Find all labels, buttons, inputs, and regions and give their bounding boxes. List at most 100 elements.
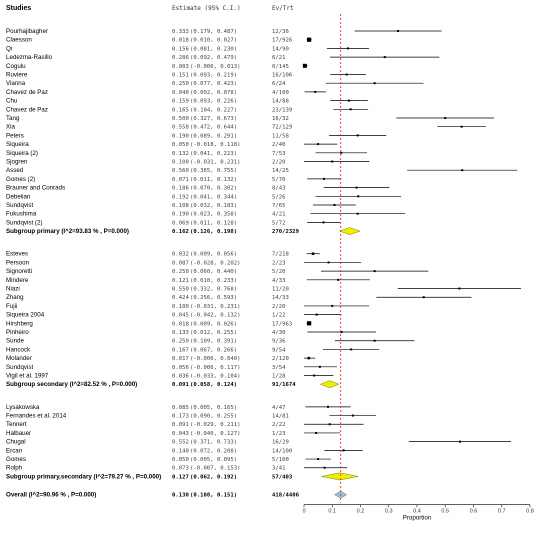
study-row-g0-7-estimate: 0.040 bbox=[172, 90, 189, 96]
study-row-g1-13-ci: (-0.006, 0.117) bbox=[190, 365, 241, 371]
subgroup-summary-2-label: Subgroup primary,secondary (I^2=79.27 % … bbox=[6, 473, 161, 480]
study-row-g0-5-estimate: 0.151 bbox=[172, 73, 189, 79]
study-row-g1-10-ci: (0.109, 0.391) bbox=[190, 339, 237, 345]
study-row-g0-12-evtrt: 11/58 bbox=[272, 133, 289, 139]
x-tick-label: 0.4 bbox=[413, 509, 421, 515]
study-row-g2-7-point bbox=[323, 466, 326, 469]
study-row-g0-20-evtrt: 7/65 bbox=[272, 203, 285, 209]
study-row-g1-11-evtrt: 9/54 bbox=[272, 347, 286, 353]
study-row-g1-5-estimate: 0.424 bbox=[172, 295, 189, 301]
study-row-g2-6-ci: (0.005, 0.095) bbox=[190, 457, 237, 463]
study-row-g0-6-label: Vianna bbox=[6, 80, 26, 87]
study-row-g2-0-point bbox=[327, 405, 330, 408]
study-row-g0-1-evtrt: 17/926 bbox=[272, 38, 292, 44]
study-row-g1-2-point bbox=[373, 270, 376, 273]
study-row-g2-7-estimate: 0.073 bbox=[172, 466, 189, 472]
study-row-g1-6-label: Fujii bbox=[6, 303, 17, 310]
study-row-g0-7-label: Chavez de Paz bbox=[6, 89, 48, 96]
study-row-g0-15-ci: (-0.031, 0.231) bbox=[190, 160, 241, 166]
study-row-g1-12-ci: (-0.006, 0.040) bbox=[190, 356, 241, 362]
study-row-g1-14-estimate: 0.036 bbox=[172, 374, 189, 380]
study-row-g1-3-estimate: 0.121 bbox=[172, 278, 189, 284]
study-row-g0-0-estimate: 0.333 bbox=[172, 29, 189, 35]
study-row-g0-0-evtrt: 12/36 bbox=[272, 29, 289, 35]
study-row-g0-8-estimate: 0.159 bbox=[172, 99, 189, 105]
study-row-g0-22-ci: (0.011, 0.128) bbox=[190, 220, 237, 226]
study-row-g2-2-label: Tennert bbox=[6, 421, 27, 428]
study-row-g0-11-evtrt: 72/129 bbox=[272, 125, 292, 131]
study-row-g1-6-evtrt: 2/20 bbox=[272, 304, 285, 310]
study-row-g0-6-evtrt: 6/24 bbox=[272, 81, 286, 87]
study-row-g0-8-ci: (0.093, 0.226) bbox=[190, 99, 237, 105]
study-row-g1-14-point bbox=[313, 374, 316, 377]
study-row-g1-4-evtrt: 11/20 bbox=[272, 287, 289, 293]
study-row-g0-13-point bbox=[317, 143, 320, 146]
study-row-g1-11-estimate: 0.167 bbox=[172, 347, 189, 353]
study-row-g0-13-label: Siqueira bbox=[6, 141, 29, 148]
study-row-g2-1-point bbox=[351, 414, 354, 417]
study-row-g2-3-estimate: 0.043 bbox=[172, 431, 189, 437]
study-row-g2-7-label: Rolph bbox=[6, 465, 23, 472]
study-row-g0-20-label: Sundqvist bbox=[6, 202, 33, 209]
study-row-g0-17-ci: (0.011, 0.132) bbox=[190, 177, 237, 183]
study-row-g0-12-label: Peters bbox=[6, 132, 24, 139]
study-row-g0-14-ci: (0.041, 0.223) bbox=[190, 151, 237, 157]
study-row-g1-8-ci: (0.009, 0.026) bbox=[190, 321, 237, 327]
study-row-g1-4-label: Niazi bbox=[6, 286, 20, 293]
study-row-g0-16-estimate: 0.560 bbox=[172, 168, 189, 174]
study-row-g1-1-ci: (-0.028, 0.202) bbox=[190, 260, 241, 266]
study-row-g1-4-estimate: 0.550 bbox=[172, 287, 189, 293]
study-row-g0-1-label: Claesson bbox=[6, 37, 32, 44]
study-row-g0-17-estimate: 0.071 bbox=[172, 177, 189, 183]
study-row-g1-6-point bbox=[331, 304, 334, 307]
study-row-g1-2-ci: (0.060, 0.440) bbox=[190, 269, 237, 275]
study-row-g0-6-estimate: 0.250 bbox=[172, 81, 189, 87]
study-row-g2-6-label: Gomes bbox=[6, 456, 26, 463]
study-row-g2-5-evtrt: 14/100 bbox=[272, 448, 292, 454]
x-tick-label: 0.6 bbox=[470, 509, 478, 515]
study-row-g0-3-ci: (0.092, 0.479) bbox=[190, 55, 237, 61]
study-row-g1-0-label: Esteves bbox=[6, 251, 28, 258]
study-row-g1-9-ci: (0.012, 0.255) bbox=[190, 330, 237, 336]
study-row-g0-18-ci: (0.070, 0.302) bbox=[190, 186, 237, 192]
study-row-g2-5-ci: (0.072, 0.208) bbox=[190, 448, 237, 454]
study-row-g2-4-estimate: 0.552 bbox=[172, 440, 189, 446]
study-row-g0-16-ci: (0.365, 0.755) bbox=[190, 168, 237, 174]
study-row-g1-8-estimate: 0.018 bbox=[172, 321, 189, 327]
study-row-g0-2-evtrt: 14/90 bbox=[272, 46, 289, 52]
study-row-g2-0-estimate: 0.085 bbox=[172, 405, 189, 411]
study-row-g0-0-ci: (0.179, 0.487) bbox=[190, 29, 237, 35]
study-row-g0-2-point bbox=[347, 47, 350, 50]
study-row-g0-13-evtrt: 2/40 bbox=[272, 142, 285, 148]
study-row-g1-13-point bbox=[318, 365, 321, 368]
study-row-g1-9-point bbox=[340, 331, 343, 334]
subgroup-summary-1-ci: (0.058, 0.124) bbox=[190, 382, 237, 388]
study-row-g1-5-point bbox=[422, 296, 425, 299]
study-row-g1-3-evtrt: 4/33 bbox=[272, 278, 285, 284]
study-row-g1-7-evtrt: 1/22 bbox=[272, 313, 285, 319]
study-row-g0-19-ci: (0.041, 0.344) bbox=[190, 194, 237, 200]
study-row-g0-15-point bbox=[331, 160, 334, 163]
study-row-g0-4-label: Cogulu bbox=[6, 63, 26, 70]
study-row-g1-5-ci: (0.256, 0.593) bbox=[190, 295, 237, 301]
overall-summary-label: Overall (I^2=90.96 % , P=0.000) bbox=[6, 492, 96, 499]
study-row-g0-14-estimate: 0.132 bbox=[172, 151, 189, 157]
study-row-g0-18-evtrt: 8/43 bbox=[272, 186, 285, 192]
study-row-g0-3-point bbox=[383, 56, 386, 59]
study-row-g0-17-evtrt: 5/70 bbox=[272, 177, 285, 183]
study-row-g1-7-ci: (-0.042, 0.132) bbox=[190, 313, 241, 319]
study-row-g0-14-point bbox=[340, 151, 343, 154]
study-row-g1-4-point bbox=[458, 287, 461, 290]
study-row-g0-22-point bbox=[322, 221, 325, 224]
study-row-g0-12-ci: (0.089, 0.291) bbox=[190, 133, 237, 139]
study-row-g0-0-label: Pourhajibagher bbox=[6, 28, 48, 35]
study-row-g2-5-point bbox=[342, 449, 345, 452]
study-row-g0-15-evtrt: 2/20 bbox=[272, 160, 285, 166]
x-tick-label: 0 bbox=[302, 509, 305, 515]
study-row-g1-12-point bbox=[307, 356, 311, 360]
study-row-g0-10-ci: (0.327, 0.673) bbox=[190, 116, 237, 122]
study-row-g1-4-ci: (0.332, 0.768) bbox=[190, 287, 237, 293]
subgroup-summary-1-label: Subgroup secondary (I^2=82.52 % , P=0.00… bbox=[6, 381, 137, 388]
study-row-g0-3-estimate: 0.286 bbox=[172, 55, 189, 61]
study-row-g2-1-ci: (0.090, 0.255) bbox=[190, 414, 237, 420]
